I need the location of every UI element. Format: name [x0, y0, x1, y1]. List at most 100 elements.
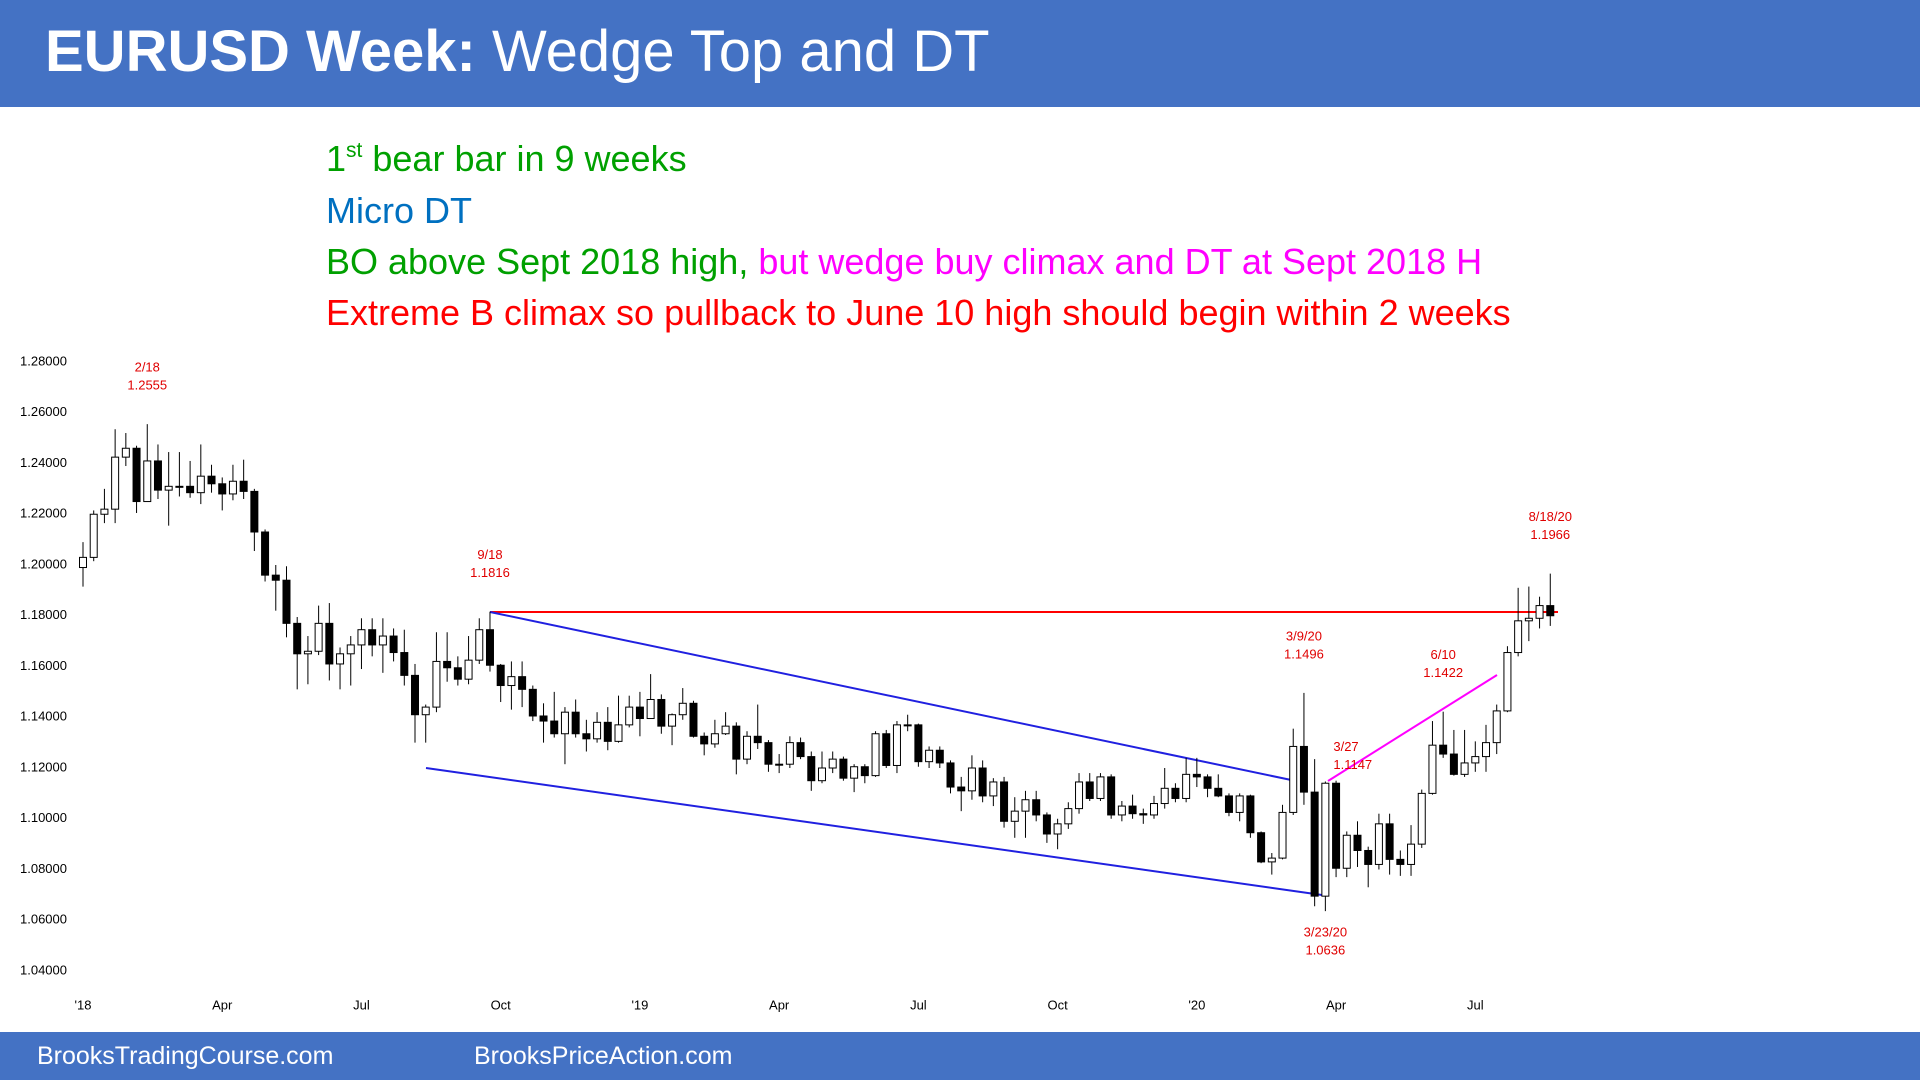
candle-body — [1524, 617, 1533, 622]
candle-body — [443, 660, 452, 669]
candle-body — [1503, 652, 1512, 712]
candle-body — [582, 733, 591, 740]
y-tick-label: 1.14000 — [20, 709, 67, 724]
candle-body — [571, 711, 580, 735]
candle-body — [1417, 792, 1426, 845]
annotation-date: 2/18 — [135, 360, 160, 375]
annotation-date: 3/23/20 — [1304, 925, 1347, 940]
candle-body — [1192, 773, 1201, 778]
annotation-price: 1.1147 — [1333, 757, 1372, 772]
annotation-price: 1.1422 — [1423, 665, 1463, 680]
candle-body — [421, 706, 430, 716]
x-tick-label: Apr — [212, 997, 233, 1012]
candle-body — [1224, 795, 1233, 813]
candle-body — [100, 508, 109, 515]
candle-body — [336, 653, 345, 665]
candle-body — [1267, 857, 1276, 863]
candle-body — [400, 652, 409, 676]
x-tick-label: Jul — [1467, 997, 1484, 1012]
x-tick-label: Oct — [491, 997, 512, 1012]
candle-body — [764, 742, 773, 765]
candle-body — [250, 490, 259, 533]
candle-body — [850, 766, 859, 779]
candle-body — [935, 749, 944, 764]
note-text: BO above Sept 2018 high, — [326, 241, 749, 282]
candle-body — [411, 674, 420, 716]
candle-body — [1342, 834, 1351, 869]
candle-body — [207, 475, 216, 485]
candle-body — [314, 622, 323, 652]
candle-body — [914, 724, 923, 763]
candle-body — [1257, 832, 1266, 863]
y-tick-label: 1.04000 — [20, 962, 67, 977]
annotation-date: 6/10 — [1431, 647, 1456, 662]
x-tick-label: '20 — [1188, 997, 1205, 1012]
note-line: BO above Sept 2018 high, but wedge buy c… — [326, 241, 1482, 283]
y-tick-label: 1.16000 — [20, 658, 67, 673]
candle-body — [678, 702, 687, 716]
candle-body — [550, 720, 559, 735]
candle-body — [1428, 744, 1437, 794]
candle-body — [1182, 773, 1191, 799]
candle-body — [753, 735, 762, 744]
candle-body — [1042, 814, 1051, 835]
annotation-date: 8/18/20 — [1529, 509, 1572, 524]
candle-body — [828, 758, 837, 769]
candle-body — [121, 447, 130, 458]
candle-body — [143, 460, 152, 503]
candle-body — [1107, 776, 1116, 816]
candle-body — [892, 724, 901, 766]
candle-body — [261, 531, 270, 576]
candle-body — [1289, 745, 1298, 813]
candle-body — [325, 622, 334, 665]
candle-body — [1492, 710, 1501, 744]
candle-body — [196, 475, 205, 494]
y-tick-label: 1.24000 — [20, 455, 67, 470]
candle-body — [689, 702, 698, 737]
candle-body — [1203, 776, 1212, 789]
candle-body — [646, 698, 655, 720]
candle-body — [603, 721, 612, 742]
candle-body — [1235, 795, 1244, 813]
note-text: bear bar in 9 weeks — [372, 138, 687, 179]
note-text: but wedge buy climax and DT at Sept 2018… — [758, 241, 1483, 282]
candle-body — [1546, 605, 1555, 617]
candle-body — [1449, 753, 1458, 775]
candle-body — [593, 721, 602, 740]
y-tick-label: 1.12000 — [20, 759, 67, 774]
candle-body — [743, 735, 752, 760]
y-tick-label: 1.18000 — [20, 607, 67, 622]
y-tick-label: 1.28000 — [20, 353, 67, 368]
channel-line — [425, 767, 1323, 896]
candle-body — [153, 460, 162, 491]
candle-body — [453, 667, 462, 680]
candle-body — [164, 485, 173, 491]
title-bold: EURUSD Week: — [45, 19, 476, 84]
candle-body — [560, 711, 569, 735]
candle-body — [1396, 858, 1405, 865]
candle-body — [464, 659, 473, 680]
note-line: Extreme B climax so pullback to June 10 … — [326, 292, 1511, 333]
candle-body — [475, 629, 484, 661]
candle-body — [132, 447, 141, 503]
candle-body — [775, 763, 784, 766]
candle-body — [1310, 791, 1319, 897]
annotation-price: 1.1966 — [1530, 527, 1570, 542]
y-tick-label: 1.10000 — [20, 810, 67, 825]
candle-body — [1160, 787, 1169, 805]
candle-body — [293, 622, 302, 655]
y-tick-label: 1.22000 — [20, 506, 67, 521]
footer-link: BrooksPriceAction.com — [474, 1042, 733, 1070]
x-tick-label: Jul — [353, 997, 370, 1012]
candle-body — [1214, 787, 1223, 797]
candle-body — [1332, 782, 1341, 869]
header-bar: EURUSD Week: Wedge Top and DT — [0, 0, 1920, 107]
candle-body — [1032, 799, 1041, 816]
candle-body — [732, 725, 741, 760]
candle-body — [1439, 744, 1448, 755]
y-tick-label: 1.26000 — [20, 404, 67, 419]
candle-body — [807, 756, 816, 782]
candle-body — [303, 650, 312, 655]
candle-body — [1514, 620, 1523, 654]
